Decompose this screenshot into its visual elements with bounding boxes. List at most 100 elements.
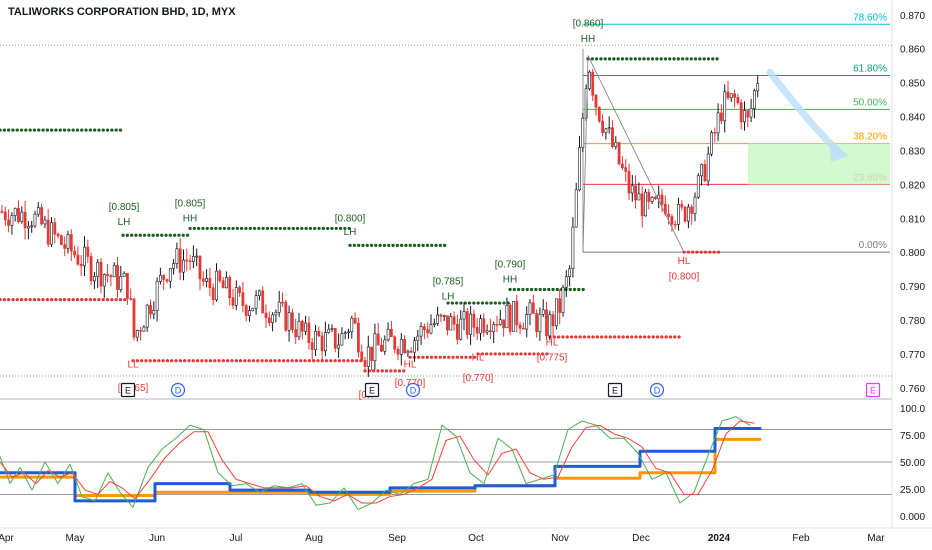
candle-body <box>53 222 57 235</box>
candle-body <box>257 290 261 296</box>
candle-body <box>462 311 466 320</box>
candle-body <box>746 110 750 118</box>
candle-body <box>23 211 27 229</box>
candle-body <box>40 207 44 225</box>
dividend-marker[interactable]: D <box>649 382 665 398</box>
candle-body <box>436 314 440 324</box>
candle-body <box>653 196 657 199</box>
dividend-marker[interactable]: D <box>170 382 186 398</box>
candle-body <box>370 346 374 362</box>
candle-body <box>66 234 70 249</box>
candle-body <box>83 246 86 267</box>
time-tick-label: Sep <box>388 533 406 544</box>
candle-body <box>192 256 195 263</box>
candle-body <box>597 106 601 122</box>
candle-body <box>330 328 334 330</box>
price-tick-label: 0.810 <box>900 214 925 225</box>
candle-body <box>59 235 63 245</box>
candle-body <box>109 275 113 278</box>
dividend-marker[interactable]: D <box>405 382 421 398</box>
candle-body <box>492 323 496 333</box>
time-tick-label: Oct <box>468 533 484 544</box>
earnings-marker[interactable]: E <box>865 382 881 398</box>
candle-body <box>188 260 192 263</box>
candle-body <box>683 206 687 222</box>
candle-body <box>350 317 354 333</box>
price-tick-label: 0.760 <box>900 384 925 395</box>
candle-body <box>630 185 634 194</box>
candle-body <box>290 312 294 330</box>
candle-body <box>10 215 14 226</box>
earnings-marker-box <box>364 382 380 398</box>
swing-annotation: [0.790] <box>495 259 526 270</box>
candle-body <box>429 324 433 334</box>
candle-body <box>366 346 370 367</box>
axes-labels: 0.870 0.860 0.850 0.840 0.830 0.820 0.810 0.800… <box>0 11 925 544</box>
candle-body <box>680 204 684 208</box>
candle-body <box>591 71 595 96</box>
earnings-marker[interactable]: E <box>607 382 623 398</box>
candle-body <box>376 333 380 346</box>
swing-annotation: [0.805] <box>175 198 206 209</box>
candle-body <box>637 193 641 201</box>
candle-body <box>439 314 443 317</box>
earnings-marker[interactable]: E <box>364 382 380 398</box>
candle-body <box>264 312 268 319</box>
target-zone-box <box>748 143 890 185</box>
candle-body <box>620 163 624 168</box>
candle-body <box>297 321 301 338</box>
zigzag-line <box>582 55 685 253</box>
candle-body <box>383 339 387 352</box>
candle-body <box>647 191 651 202</box>
indicator-tick-label: 0.000 <box>900 512 925 523</box>
earnings-marker-label: E <box>870 386 876 396</box>
candle-body <box>343 332 347 334</box>
candle-body <box>208 278 212 289</box>
candle-body <box>165 279 169 282</box>
candle-body <box>416 335 420 341</box>
candle-body <box>360 351 364 361</box>
candle-body <box>106 274 110 276</box>
swing-annotation: LH <box>344 227 357 238</box>
time-tick-label: May <box>66 533 85 544</box>
forecast-arrow-shaft <box>766 68 841 154</box>
time-tick-label: Mar <box>867 533 885 544</box>
candle-body <box>498 319 502 325</box>
candle-body <box>340 333 344 346</box>
candle-body <box>452 316 456 325</box>
candle-body <box>320 335 324 352</box>
candle-body <box>571 226 575 270</box>
candle-body <box>667 213 671 217</box>
candle-body <box>446 315 449 331</box>
swing-annotation: HL <box>472 353 485 364</box>
candle-body <box>50 222 53 245</box>
candle-body <box>627 171 631 194</box>
time-tick-label: Aug <box>305 533 323 544</box>
candle-body <box>561 286 565 313</box>
candle-body <box>139 330 143 332</box>
candle-body <box>195 255 199 258</box>
candle-body <box>601 120 605 133</box>
candle-body <box>548 314 552 337</box>
time-tick-label: Jun <box>149 533 165 544</box>
swing-annotation: HH <box>581 34 595 45</box>
fibonacci-retracement[interactable]: 78.60%61.80%50.00%38.20%23.60%0.00% <box>582 12 890 253</box>
swing-annotation: [0.775] <box>537 353 568 364</box>
earnings-marker[interactable]: E <box>120 382 136 398</box>
candle-body <box>403 339 407 354</box>
time-tick-label: 2024 <box>708 533 731 544</box>
swing-annotation: HL <box>404 359 417 370</box>
candle-body <box>149 304 152 315</box>
candle-body <box>568 268 572 278</box>
candle-body <box>459 318 463 340</box>
swing-annotation: [0.785] <box>433 276 464 287</box>
candle-body <box>373 333 377 362</box>
candle-body <box>20 211 24 222</box>
candle-body <box>175 248 179 264</box>
candle-body <box>558 298 562 313</box>
earnings-marker-label: E <box>612 386 618 396</box>
dividend-marker-label: D <box>410 386 417 396</box>
candle-body <box>512 301 515 332</box>
price-tick-label: 0.790 <box>900 282 925 293</box>
